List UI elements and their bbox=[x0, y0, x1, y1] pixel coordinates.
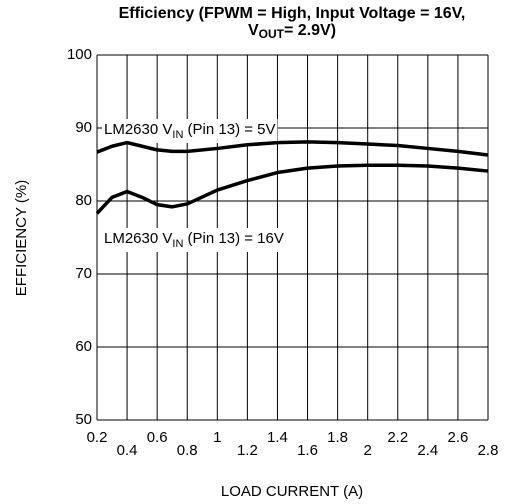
legend-part: IN bbox=[172, 129, 183, 141]
y-axis-label: EFFICIENCY (%) bbox=[13, 180, 30, 296]
y-tick-label: 100 bbox=[67, 46, 92, 63]
title-part: V bbox=[248, 22, 259, 39]
legend-part: LM2630 V bbox=[104, 230, 172, 247]
x-tick-label: 2.2 bbox=[387, 429, 408, 446]
chart-title: Efficiency (FPWM = High, Input Voltage =… bbox=[119, 5, 466, 22]
legend-part: IN bbox=[172, 238, 183, 250]
label-background bbox=[102, 119, 278, 143]
data-line bbox=[95, 163, 489, 215]
legend-label: LM2630 VIN (Pin 13) = 16V bbox=[104, 230, 284, 250]
label-background bbox=[102, 228, 286, 252]
x-tick-label: 0.4 bbox=[117, 442, 138, 459]
legend-part: (Pin 13) = 16V bbox=[183, 230, 283, 247]
x-tick-label: 1.6 bbox=[297, 442, 318, 459]
x-tick-label: 2 bbox=[364, 442, 372, 459]
x-tick-label: 2.4 bbox=[417, 442, 438, 459]
y-tick-label: 70 bbox=[75, 265, 92, 282]
y-tick-label: 80 bbox=[75, 192, 92, 209]
legend-part: LM2630 V bbox=[104, 121, 172, 138]
y-tick-label: 50 bbox=[75, 411, 92, 428]
legend-label: LM2630 VIN (Pin 13) = 5V bbox=[104, 121, 276, 141]
x-tick-label: 2.8 bbox=[478, 442, 499, 459]
x-tick-label: 0.8 bbox=[177, 442, 198, 459]
title-part: = 2.9V) bbox=[284, 22, 336, 39]
x-tick-label: 1 bbox=[213, 429, 221, 446]
x-tick-label: 0.6 bbox=[147, 429, 168, 446]
x-axis-label: LOAD CURRENT (A) bbox=[221, 483, 363, 500]
x-tick-label: 1.2 bbox=[237, 442, 258, 459]
x-tick-label: 0.2 bbox=[87, 429, 108, 446]
title-part: OUT bbox=[259, 27, 285, 41]
chart-title: VOUT= 2.9V) bbox=[248, 22, 336, 41]
y-tick-label: 90 bbox=[75, 119, 92, 136]
x-tick-label: 1.4 bbox=[267, 429, 288, 446]
y-tick-label: 60 bbox=[75, 338, 92, 355]
data-line bbox=[96, 140, 489, 157]
legend-part: (Pin 13) = 5V bbox=[183, 121, 275, 138]
x-tick-label: 2.6 bbox=[447, 429, 468, 446]
x-tick-label: 1.8 bbox=[327, 429, 348, 446]
